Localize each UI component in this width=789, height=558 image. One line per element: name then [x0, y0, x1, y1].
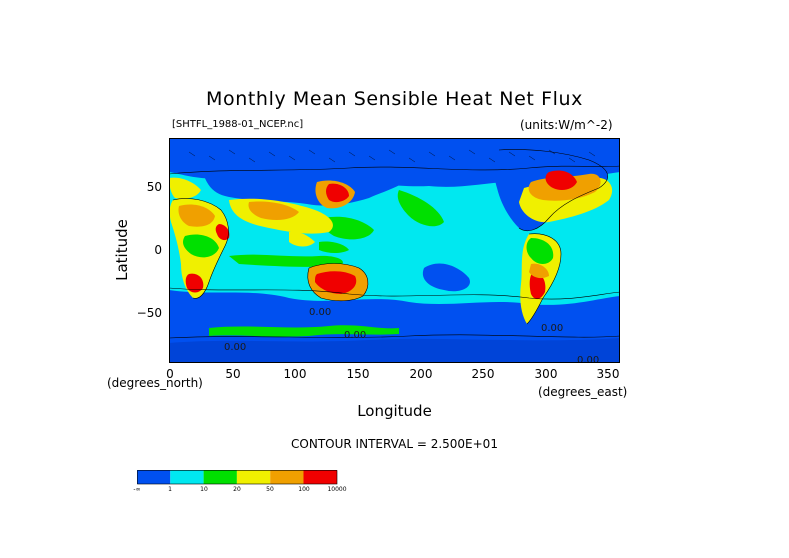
colorbar-label-3: 10 — [200, 486, 208, 493]
north-atlantic-green — [397, 190, 444, 227]
x-unit-label: (degrees_east) — [538, 385, 628, 399]
antarctic-dark — [169, 338, 620, 363]
colorbar-label-5: 50 — [266, 486, 274, 493]
contour-label-4: 0.00 — [541, 323, 563, 334]
colorbar-frame — [137, 470, 338, 485]
contour-interval: CONTOUR INTERVAL = 2.500E+01 — [291, 437, 498, 451]
africa-red-north — [215, 224, 230, 241]
y-unit-label: (degrees_north) — [107, 376, 203, 390]
maritime-continent — [289, 231, 315, 247]
pacific-green — [322, 216, 374, 240]
colorbar-swatch-1 — [137, 470, 171, 484]
x-tick-100: 100 — [283, 367, 307, 381]
x-tick-50: 50 — [225, 367, 241, 381]
x-tick-0: 0 — [166, 367, 174, 381]
asia-orange — [248, 201, 299, 220]
pacific-blue-patch — [422, 263, 470, 292]
x-tick-300: 300 — [534, 367, 558, 381]
y-tick-0: 0 — [154, 243, 162, 257]
colorbar-label-2: 1 — [168, 486, 172, 493]
x-tick-200: 200 — [409, 367, 433, 381]
africa-green — [183, 234, 219, 258]
southern-green-band — [209, 325, 399, 337]
contour-label-5: 0.00 — [577, 355, 599, 363]
colorbar-swatch-6 — [303, 470, 337, 484]
map-frame — [169, 138, 620, 363]
africa-red-south — [185, 273, 204, 293]
x-tick-150: 150 — [346, 367, 370, 381]
file-label: [SHTFL_1988-01_NCEP.nc] — [172, 119, 304, 130]
flux-map: 0.00 0.00 0.00 0.00 0.00 — [169, 138, 620, 363]
colorbar — [137, 470, 338, 485]
north-america-red — [545, 170, 577, 190]
contour-label-3: 0.00 — [224, 342, 246, 353]
chart-title: Monthly Mean Sensible Heat Net Flux — [206, 88, 583, 110]
colorbar-swatch-5 — [270, 470, 304, 484]
y-tick-50: 50 — [146, 180, 162, 194]
equatorial-green — [229, 254, 343, 267]
south-america-green — [526, 238, 554, 264]
contour-hatching — [188, 149, 596, 163]
contour-lines — [169, 149, 620, 339]
south-america-orange — [529, 263, 549, 279]
australia-red — [315, 271, 357, 294]
colorbar-swatch-4 — [236, 470, 271, 484]
units-label: (units:W/m^-2) — [520, 118, 613, 132]
indonesia-green — [319, 241, 349, 253]
colorbar-label-7: 10000 — [327, 486, 347, 493]
africa-orange — [178, 204, 215, 227]
x-axis-label: Longitude — [357, 402, 432, 420]
colorbar-label-1: -∞ — [133, 486, 141, 493]
x-tick-350: 350 — [596, 367, 620, 381]
contour-label-2: 0.00 — [344, 330, 366, 341]
east-asia-red — [326, 183, 349, 203]
colorbar-swatch-2 — [170, 470, 204, 484]
greenland — [571, 143, 605, 168]
europe — [169, 177, 201, 199]
colorbar-label-4: 20 — [233, 486, 241, 493]
contour-label-1: 0.00 — [309, 307, 331, 318]
colorbar-swatch-3 — [203, 470, 237, 484]
colorbar-label-6: 100 — [298, 486, 310, 493]
y-tick-minus50: −50 — [136, 306, 162, 320]
x-tick-250: 250 — [471, 367, 495, 381]
south-america-red — [529, 272, 546, 300]
